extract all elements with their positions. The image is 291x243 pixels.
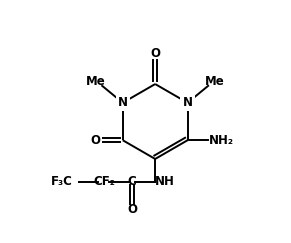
Text: O: O xyxy=(127,203,137,216)
Text: NH₂: NH₂ xyxy=(209,134,234,147)
Text: N: N xyxy=(118,96,128,109)
Text: NH: NH xyxy=(155,175,175,188)
Text: Me: Me xyxy=(86,75,105,88)
Text: F₃C: F₃C xyxy=(50,175,72,188)
Text: C: C xyxy=(128,175,136,188)
Text: O: O xyxy=(150,47,160,60)
Text: CF₂: CF₂ xyxy=(93,175,115,188)
Text: Me: Me xyxy=(205,75,225,88)
Text: N: N xyxy=(182,96,193,109)
Text: O: O xyxy=(90,134,100,147)
